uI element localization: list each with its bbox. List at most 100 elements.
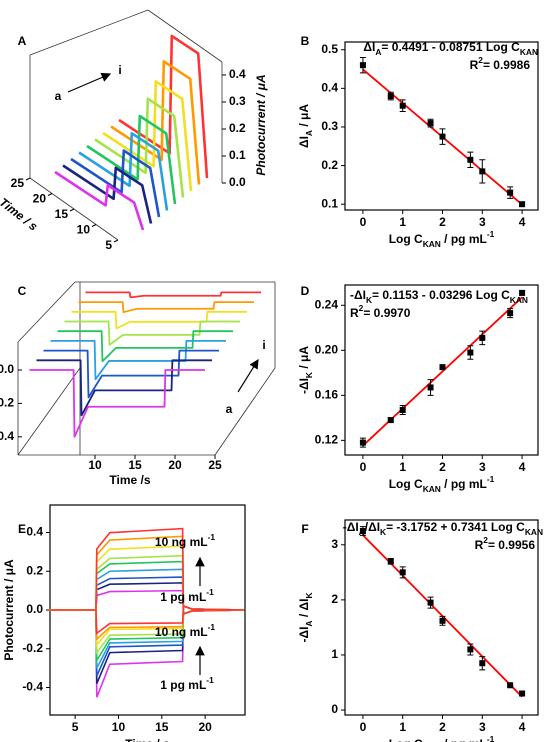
waterfall-series: [36, 359, 212, 417]
x-tick-label: 20: [168, 458, 182, 472]
equation: ΔIA= 0.4491 - 0.08751 Log CKAN: [363, 40, 538, 57]
y-tick-label: 0.2: [26, 563, 43, 577]
subscript: K: [380, 527, 386, 537]
annotation: 1 pg mL-1: [160, 675, 214, 692]
data-point: [387, 417, 394, 424]
waterfall-series: [62, 164, 153, 224]
text-part: = 0.1153 - 0.03296 Log C: [372, 288, 510, 302]
text-part: -ΔI: [297, 627, 311, 643]
text-part: / μA: [297, 104, 311, 130]
y-tick-label: -0.2: [22, 641, 43, 655]
text-part: = -3.1752 + 0.7341 Log C: [386, 520, 525, 534]
waterfall-series: [50, 340, 226, 381]
waterfall-series: [102, 80, 193, 192]
x-tick: [69, 208, 75, 212]
y-axis-label: -ΔIK / μA: [297, 346, 314, 394]
y-tick-label: 0.4: [321, 81, 338, 95]
data-point: [519, 690, 526, 697]
data-point: [467, 646, 474, 653]
text-part: /ΔI: [365, 520, 380, 534]
waterfall-series: [57, 330, 233, 363]
plot-frame: [344, 41, 539, 211]
waterfall-series: [29, 369, 205, 438]
x-tick-label: 5: [105, 238, 112, 252]
x-tick: [25, 177, 31, 181]
x-tick-label: 3: [479, 720, 486, 734]
data-point: [439, 364, 446, 371]
data-point: [427, 120, 434, 127]
text-part: / μA: [297, 346, 311, 372]
data-point: [519, 201, 526, 208]
text-part: 10 ng mL: [155, 535, 208, 549]
panel-label: F: [301, 522, 308, 536]
line-series: [49, 605, 245, 677]
text-part: = 0.9986: [483, 58, 530, 72]
text-part: R: [470, 58, 479, 72]
y-tick-label: 3: [331, 537, 338, 551]
text-part: / pg mL: [441, 737, 487, 742]
y-tick-label: 0.20: [315, 342, 339, 356]
x-axis-label: Time / s: [125, 737, 170, 742]
superscript: -1: [487, 229, 495, 239]
superscript: 2: [478, 55, 483, 65]
superscript: -1: [206, 587, 214, 597]
x-axis-label: Log CKAN / pg mL-1: [389, 734, 495, 742]
y-tick-label: 0.0: [229, 175, 246, 189]
y-tick-label: 0: [331, 702, 338, 716]
data-point: [467, 349, 474, 356]
subscript: K: [304, 592, 314, 598]
data-point: [479, 168, 486, 175]
text-part: = 0.9970: [363, 306, 410, 320]
x-tick-label: 25: [208, 458, 222, 472]
r-squared: R2= 0.9956: [475, 535, 536, 552]
waterfall-series: [94, 97, 185, 198]
y-tick-label: 0.2: [0, 396, 14, 410]
x-tick-label: 1: [399, 720, 406, 734]
annotation: 10 ng mL-1: [155, 532, 215, 549]
subscript: KAN: [423, 484, 441, 494]
text-part: -ΔI: [343, 520, 359, 534]
x-tick-label: 10: [77, 223, 91, 237]
line-series: [49, 576, 245, 615]
panel-label: B: [301, 34, 310, 48]
subscript: A: [304, 621, 314, 627]
subscript: KAN: [423, 239, 441, 249]
text-part: R: [475, 538, 484, 552]
panel-label: D: [301, 284, 310, 298]
y-tick-label: 1: [331, 647, 338, 661]
text-part: / pg mL: [441, 477, 487, 491]
y-axis-label: Photocurrent / μA: [2, 559, 16, 661]
annotation: 1 pg mL-1: [160, 587, 214, 604]
y-axis-label: ΔIA / μA: [297, 104, 314, 148]
x-tick-label: 1: [399, 460, 406, 474]
x-tick-label: 20: [33, 192, 47, 206]
line-series: [49, 560, 245, 615]
y-tick-label: 0.4: [0, 429, 14, 443]
waterfall-series: [64, 320, 240, 346]
y-tick-label: 0.16: [315, 388, 339, 402]
text-part: -ΔI: [297, 378, 311, 394]
r-squared: R2= 0.9986: [470, 55, 531, 72]
x-tick-label: 2: [439, 460, 446, 474]
x-tick-label: 0: [360, 720, 367, 734]
data-point: [359, 62, 366, 69]
waterfall-series: [85, 291, 261, 299]
x-tick-label: 10: [88, 458, 102, 472]
annotation: i: [262, 338, 265, 352]
data-point: [399, 406, 406, 413]
text-part: Log C: [389, 232, 423, 246]
x-tick-label: 25: [11, 176, 25, 190]
data-point: [427, 599, 434, 606]
annotation: a: [226, 402, 233, 416]
superscript: 2: [359, 303, 364, 313]
x-tick-label: 4: [519, 460, 526, 474]
superscript: -1: [208, 532, 216, 542]
x-axis-label: Time /s: [109, 473, 150, 487]
superscript: -1: [206, 675, 214, 685]
text-part: R: [350, 306, 359, 320]
y-axis-label: -ΔIA / ΔIK: [297, 592, 314, 642]
x-axis-label: Log CKAN / pg mL-1: [389, 229, 495, 249]
equation: -ΔIK= 0.1153 - 0.03296 Log CKAN: [350, 288, 528, 305]
data-point: [359, 528, 366, 535]
y-tick-label: 0.4: [229, 67, 246, 81]
